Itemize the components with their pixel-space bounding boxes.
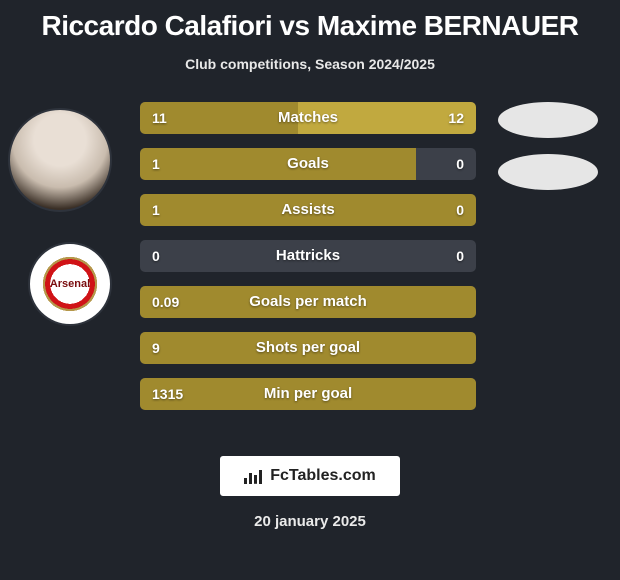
page-title: Riccardo Calafiori vs Maxime BERNAUER: [0, 0, 620, 42]
source-site-label: FcTables.com: [270, 467, 376, 485]
chart-icon: [244, 468, 264, 484]
stat-value-right: 0: [456, 148, 464, 180]
player-right-avatar-placeholder: [498, 102, 598, 138]
stat-bar-left: [140, 194, 476, 226]
stat-bar-left: [140, 378, 476, 410]
stat-bar-left: [140, 148, 416, 180]
player-left-avatar: [8, 108, 112, 212]
player-right-club-placeholder: [498, 154, 598, 190]
stat-bar-left: [140, 332, 476, 364]
snapshot-date: 20 january 2025: [0, 513, 620, 530]
stat-row: Shots per goal9: [140, 332, 476, 364]
stat-row: Goals10: [140, 148, 476, 180]
stat-bar-right: [298, 102, 476, 134]
stat-bar-left: [140, 286, 476, 318]
stat-value-right: 0: [456, 240, 464, 272]
stat-row: Hattricks0 0: [140, 240, 476, 272]
player-left-club-badge: Arsenal: [28, 242, 112, 326]
stat-label: Hattricks: [140, 240, 476, 272]
stat-value-left: 0: [152, 240, 160, 272]
stat-bars: Matches1112Goals10Assists10Hattricks00Go…: [140, 102, 476, 424]
subtitle: Club competitions, Season 2024/2025: [0, 56, 620, 72]
club-badge-text: Arsenal: [50, 278, 90, 290]
stat-row: Assists10: [140, 194, 476, 226]
stat-bar-left: [140, 102, 298, 134]
stat-row: Min per goal1315: [140, 378, 476, 410]
stat-row: Matches1112: [140, 102, 476, 134]
stat-row: Goals per match0.09: [140, 286, 476, 318]
source-badge[interactable]: FcTables.com: [220, 456, 400, 496]
